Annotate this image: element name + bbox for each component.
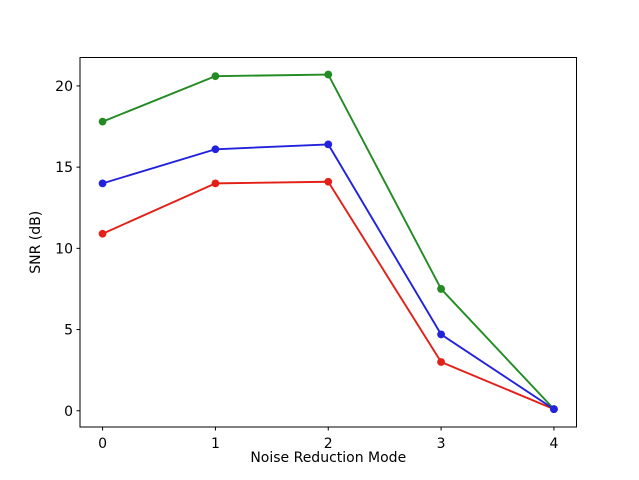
y-tick-label: 0 (64, 404, 73, 420)
data-point-red (211, 179, 220, 188)
data-point-red (324, 177, 333, 186)
data-point-red (98, 229, 107, 238)
x-tick-label: 4 (549, 436, 558, 452)
data-point-blue (437, 330, 445, 339)
data-point-green (211, 72, 220, 81)
data-point-green (437, 285, 445, 293)
data-point-red (437, 358, 445, 366)
x-tick-label: 2 (324, 436, 333, 452)
y-tick-label: 5 (64, 323, 73, 339)
x-axis-label: Noise Reduction Mode (250, 450, 406, 466)
x-tick-label: 3 (437, 436, 446, 452)
data-point-green (98, 117, 107, 126)
data-point-green (324, 70, 333, 79)
data-point-blue (324, 140, 333, 149)
y-tick-label: 10 (55, 241, 73, 257)
x-tick-label: 0 (98, 436, 107, 452)
data-point-blue (211, 145, 220, 154)
data-point-blue (550, 405, 558, 414)
y-tick-label: 15 (55, 160, 73, 176)
y-tick-label: 20 (55, 79, 73, 95)
y-axis-label: SNR (dB) (28, 211, 44, 274)
x-tick-label: 1 (211, 436, 220, 452)
data-point-blue (98, 179, 107, 188)
